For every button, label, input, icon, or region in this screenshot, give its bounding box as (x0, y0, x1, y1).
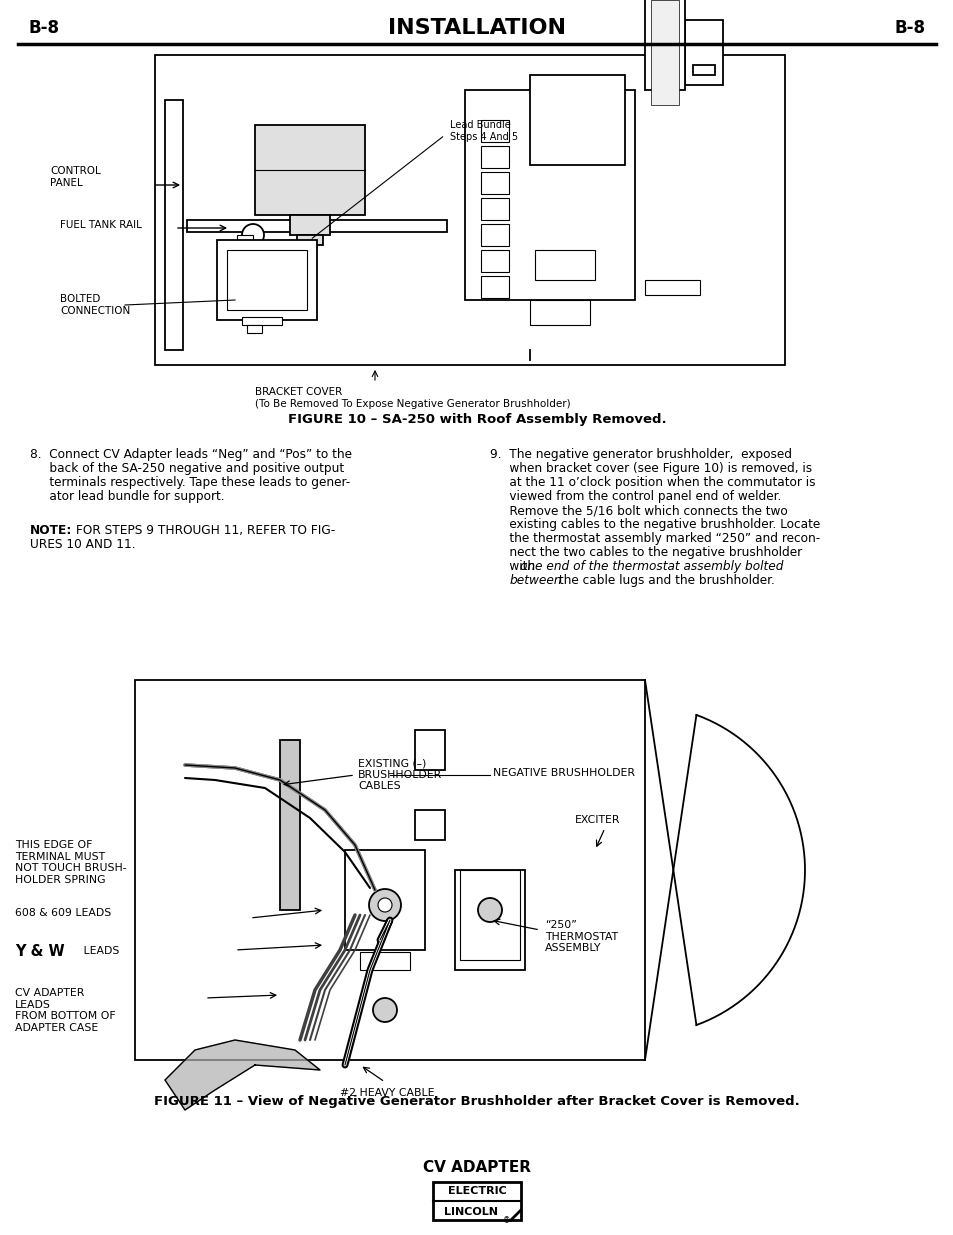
Bar (480, 224, 509, 246)
Bar (165, 100, 183, 350)
Bar (345, 850, 424, 950)
Bar (530, 300, 589, 325)
Text: when bracket cover (see Figure 10) is removed, is: when bracket cover (see Figure 10) is re… (490, 462, 811, 475)
Bar (480, 198, 509, 220)
Text: FUEL TANK RAIL: FUEL TANK RAIL (60, 220, 142, 230)
Text: Y & W: Y & W (15, 944, 65, 960)
Bar (154, 56, 784, 366)
Text: the cable lugs and the brushholder.: the cable lugs and the brushholder. (555, 574, 774, 587)
Text: Lead Bundle
Steps 4 And 5: Lead Bundle Steps 4 And 5 (450, 120, 517, 142)
Bar (359, 952, 410, 969)
Bar (480, 172, 509, 194)
Bar (644, 280, 700, 295)
Text: CV ADAPTER: CV ADAPTER (422, 1161, 531, 1176)
Circle shape (369, 889, 400, 921)
Bar (135, 680, 644, 1060)
Bar (464, 90, 635, 300)
Text: the thermostat assembly marked “250” and recon-: the thermostat assembly marked “250” and… (490, 532, 820, 545)
Bar (459, 869, 519, 960)
Bar (650, 0, 679, 105)
Text: CONTROL
PANEL: CONTROL PANEL (50, 167, 101, 188)
Circle shape (477, 898, 501, 923)
Bar (280, 740, 299, 910)
Text: B-8: B-8 (28, 19, 59, 37)
Bar (644, 0, 684, 90)
Bar (480, 249, 509, 272)
Text: FIGURE 10 – SA-250 with Roof Assembly Removed.: FIGURE 10 – SA-250 with Roof Assembly Re… (288, 414, 665, 426)
Bar (455, 869, 524, 969)
Text: terminals respectively. Tape these leads to gener-: terminals respectively. Tape these leads… (30, 475, 350, 489)
Text: at the 11 o’clock position when the commutator is: at the 11 o’clock position when the comm… (490, 475, 815, 489)
Text: Remove the 5/16 bolt which connects the two: Remove the 5/16 bolt which connects the … (490, 504, 787, 517)
Text: one end of the thermostat assembly bolted: one end of the thermostat assembly bolte… (519, 559, 782, 573)
Bar (692, 65, 714, 75)
Text: EXISTING (–)
BRUSHHOLDER
CABLES: EXISTING (–) BRUSHHOLDER CABLES (357, 758, 442, 792)
Text: “250”
THERMOSTAT
ASSEMBLY: “250” THERMOSTAT ASSEMBLY (544, 920, 618, 953)
Polygon shape (165, 1040, 319, 1110)
Text: nect the two cables to the negative brushholder: nect the two cables to the negative brus… (490, 546, 801, 559)
Bar (530, 75, 624, 165)
Bar (254, 125, 365, 215)
Text: 608 & 609 LEADS: 608 & 609 LEADS (15, 908, 112, 918)
Text: 8.  Connect CV Adapter leads “Neg” and “Pos” to the: 8. Connect CV Adapter leads “Neg” and “P… (30, 448, 352, 461)
Bar (187, 220, 447, 232)
Text: 9.  The negative generator brushholder,  exposed: 9. The negative generator brushholder, e… (490, 448, 791, 461)
Bar (216, 240, 316, 320)
Bar (290, 215, 330, 235)
Text: NOTE:: NOTE: (30, 524, 72, 537)
Bar (433, 1182, 520, 1220)
Text: viewed from the control panel end of welder.: viewed from the control panel end of wel… (490, 490, 781, 503)
Text: between: between (510, 574, 562, 587)
Text: NEGATIVE BRUSHHOLDER: NEGATIVE BRUSHHOLDER (493, 768, 635, 778)
Text: back of the SA-250 negative and positive output: back of the SA-250 negative and positive… (30, 462, 344, 475)
Text: existing cables to the negative brushholder. Locate: existing cables to the negative brushhol… (490, 517, 820, 531)
Text: CV ADAPTER
LEADS
FROM BOTTOM OF
ADAPTER CASE: CV ADAPTER LEADS FROM BOTTOM OF ADAPTER … (15, 988, 115, 1032)
Text: THIS EDGE OF
TERMINAL MUST
NOT TOUCH BRUSH-
HOLDER SPRING: THIS EDGE OF TERMINAL MUST NOT TOUCH BRU… (15, 840, 127, 884)
Bar (415, 810, 444, 840)
Text: LINCOLN: LINCOLN (443, 1207, 497, 1216)
Text: BOLTED
CONNECTION: BOLTED CONNECTION (60, 294, 131, 316)
Bar (227, 249, 307, 310)
Circle shape (242, 224, 264, 246)
Text: ELECTRIC: ELECTRIC (447, 1186, 506, 1195)
Bar (480, 146, 509, 168)
Text: FIGURE 11 – View of Negative Generator Brushholder after Bracket Cover is Remove: FIGURE 11 – View of Negative Generator B… (154, 1095, 799, 1109)
Text: ®: ® (502, 1216, 510, 1225)
Bar (415, 730, 444, 769)
Circle shape (377, 898, 392, 911)
Text: INSTALLATION: INSTALLATION (388, 19, 565, 38)
Bar (535, 249, 595, 280)
Bar (236, 235, 253, 245)
Text: FOR STEPS 9 THROUGH 11, REFER TO FIG-: FOR STEPS 9 THROUGH 11, REFER TO FIG- (71, 524, 335, 537)
Text: BRACKET COVER
(To Be Removed To Expose Negative Generator Brushholder): BRACKET COVER (To Be Removed To Expose N… (254, 387, 570, 409)
Bar (480, 120, 509, 142)
Bar (684, 20, 722, 85)
Text: #2 HEAVY CABLE: #2 HEAVY CABLE (339, 1088, 434, 1098)
Text: LEADS: LEADS (80, 946, 119, 956)
Bar (296, 235, 323, 245)
Bar (242, 317, 282, 325)
Text: URES 10 AND 11.: URES 10 AND 11. (30, 538, 135, 551)
Bar (480, 275, 509, 298)
Text: B-8: B-8 (894, 19, 925, 37)
Text: ator lead bundle for support.: ator lead bundle for support. (30, 490, 224, 503)
Bar (247, 325, 262, 333)
Text: EXCITER: EXCITER (575, 815, 619, 825)
Circle shape (373, 998, 396, 1023)
Text: with: with (490, 559, 538, 573)
